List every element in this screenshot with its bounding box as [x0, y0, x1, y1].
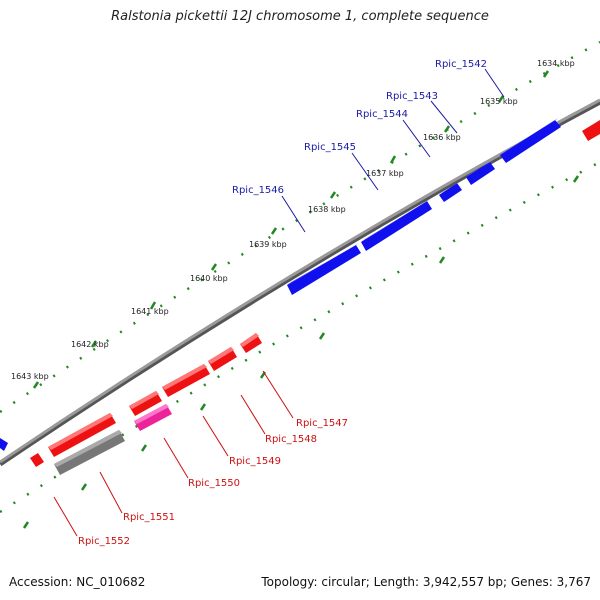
accession-info: Accession: NC_010682	[9, 575, 145, 589]
gene-rpic-1544[interactable]	[439, 183, 462, 202]
leader-rpic-1549	[202, 415, 229, 457]
gene-label-rpic-1550: Rpic_1550	[188, 478, 240, 489]
major-tick	[140, 444, 148, 452]
gene-rpic-1552-pseudo[interactable]	[54, 430, 125, 475]
major-tick	[443, 125, 451, 133]
leader-rpic-1545	[351, 152, 379, 191]
gene-rpic-1550-top-face	[129, 391, 159, 409]
gene-label-rpic-1544: Rpic_1544	[356, 109, 408, 120]
genome-summary: Topology: circular; Length: 3,942,557 bp…	[261, 575, 591, 589]
major-tick	[210, 263, 218, 271]
major-tick	[149, 301, 157, 310]
gene-label-rpic-1549: Rpic_1549	[229, 456, 281, 467]
major-tick	[438, 256, 446, 264]
gene-rpic-1549-top-face	[162, 364, 207, 390]
leader-rpic-1543	[430, 100, 458, 134]
gene-rpic-1543[interactable]	[466, 162, 495, 185]
gene-rpic-1551-rna-top-face	[134, 404, 169, 424]
major-tick	[329, 191, 337, 199]
leader-rpic-1548	[240, 394, 266, 435]
leader-rpic-1551	[99, 471, 123, 514]
gene-partial-left-forward[interactable]	[0, 438, 8, 451]
forward-strand-genes	[0, 118, 561, 451]
major-tick	[80, 483, 88, 491]
major-tick	[542, 70, 550, 78]
gene-rpic-1545[interactable]	[361, 201, 432, 251]
major-tick	[90, 340, 98, 348]
major-tick	[32, 381, 40, 389]
gene-rpic-1552[interactable]	[48, 413, 116, 457]
major-tick	[22, 521, 30, 529]
major-tick	[497, 95, 505, 103]
gene-label-rpic-1548: Rpic_1548	[265, 434, 317, 445]
gene-rpic-1550[interactable]	[129, 391, 162, 416]
leader-rpic-1550	[163, 437, 189, 479]
leader-rpic-1552	[53, 496, 78, 537]
major-tick	[389, 155, 397, 164]
accession-label: Accession:	[9, 575, 73, 589]
gene-label-rpic-1547: Rpic_1547	[296, 418, 348, 429]
accession-value: NC_010682	[76, 575, 146, 589]
major-tick	[270, 227, 278, 235]
gene-rpic-1548[interactable]	[208, 347, 237, 371]
tick-label-1642: 1642 kbp	[71, 340, 109, 349]
gene-rpic-1548-top-face	[208, 347, 234, 364]
major-tick-marks	[22, 70, 580, 529]
tick-label-1640: 1640 kbp	[190, 274, 228, 283]
gene-rpic-1542[interactable]	[500, 120, 561, 163]
gene-rpic-1547[interactable]	[240, 333, 262, 353]
inner-scale-track	[0, 160, 600, 514]
gene-label-rpic-1543: Rpic_1543	[386, 91, 438, 102]
major-tick	[199, 403, 207, 411]
gene-small-reverse[interactable]	[30, 453, 44, 467]
tick-label-1641: 1641 kbp	[131, 307, 169, 316]
leader-rpic-1542	[484, 68, 505, 98]
leader-rpic-1544	[402, 119, 431, 158]
tick-label-1634: 1634 kbp	[537, 59, 575, 68]
tick-label-1637: 1637 kbp	[366, 169, 404, 178]
tick-label-1638: 1638 kbp	[308, 205, 346, 214]
tick-label-1643: 1643 kbp	[11, 372, 49, 381]
gene-rpic-1549[interactable]	[162, 364, 210, 397]
gene-label-rpic-1551: Rpic_1551	[123, 512, 175, 523]
gene-label-rpic-1542: Rpic_1542	[435, 59, 487, 70]
gene-rpic-1552-pseudo-top-face	[54, 430, 122, 467]
tick-label-1639: 1639 kbp	[249, 240, 287, 249]
reverse-strand-genes	[30, 120, 600, 475]
gene-rpic-1547-top-face	[240, 333, 259, 347]
gene-leader-lines	[53, 68, 505, 537]
gene-rpic-1551-rna[interactable]	[134, 404, 172, 431]
gene-partial-right-reverse[interactable]	[582, 120, 600, 141]
leader-rpic-1547	[262, 370, 294, 419]
major-tick	[572, 175, 580, 183]
leader-rpic-1546	[281, 195, 306, 233]
tick-label-1635: 1635 kbp	[480, 97, 518, 106]
map-title: Ralstonia pickettii 12J chromosome 1, co…	[111, 9, 489, 24]
gene-label-rpic-1546: Rpic_1546	[232, 185, 284, 196]
tick-label-1636: 1636 kbp	[423, 133, 461, 142]
major-tick	[318, 332, 326, 340]
gene-rpic-1546[interactable]	[287, 245, 361, 295]
gene-label-rpic-1545: Rpic_1545	[304, 142, 356, 153]
gene-rpic-1552-top-face	[48, 413, 113, 450]
gene-label-rpic-1552: Rpic_1552	[78, 536, 130, 547]
